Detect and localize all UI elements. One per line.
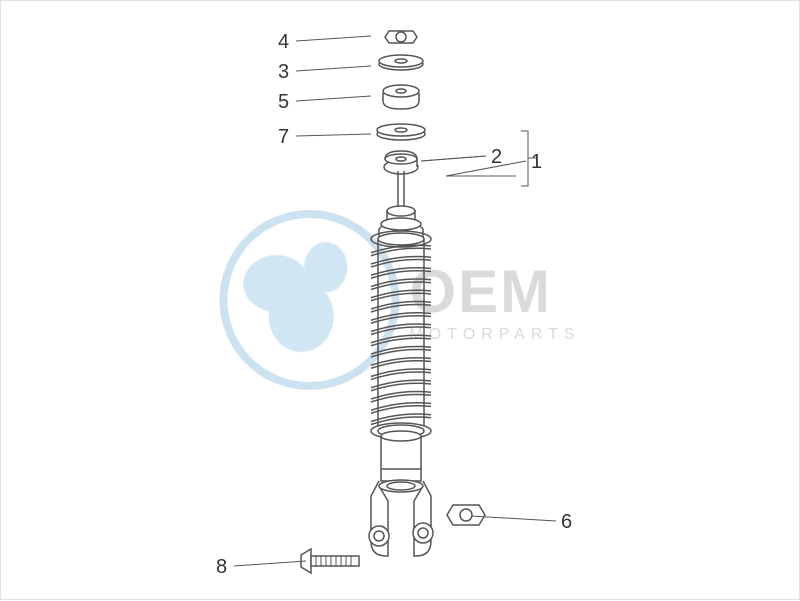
parts-diagram-svg [1,1,800,601]
callout-number-7: 7 [278,126,289,149]
callout-number-4: 4 [278,31,289,54]
callout-number-3: 3 [278,61,289,84]
callout-number-1: 1 [531,151,542,174]
callout-number-6: 6 [561,511,572,534]
diagram-container: OEM MOTORPARTS [0,0,800,600]
callout-number-2: 2 [491,146,502,169]
callout-number-8: 8 [216,556,227,579]
callout-number-5: 5 [278,91,289,114]
